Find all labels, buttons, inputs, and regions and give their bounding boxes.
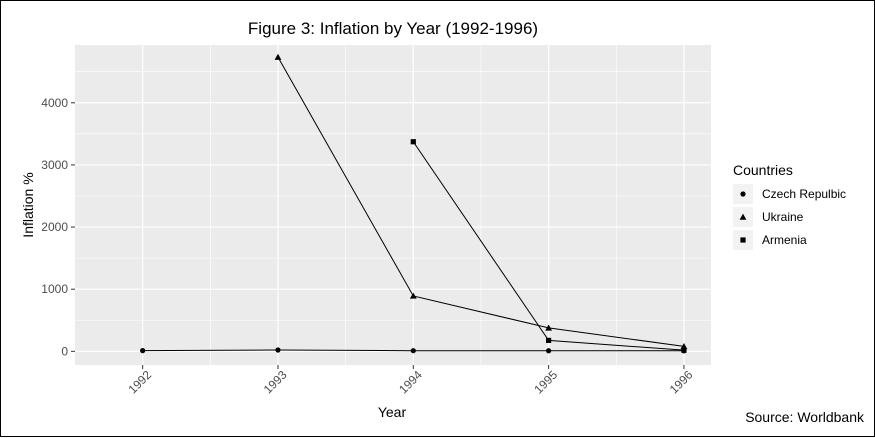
- x-tick-label: 1993: [261, 368, 290, 397]
- data-point-ukraine: [409, 292, 417, 299]
- minor-grid: [75, 45, 711, 365]
- legend-marker-ukraine: [739, 213, 747, 220]
- y-tick-label: 1000: [41, 282, 68, 296]
- data-point-ukraine: [680, 342, 688, 350]
- y-tick-label: 0: [61, 344, 68, 358]
- data-point-ukraine: [274, 53, 282, 60]
- source-note: Source: Worldbank: [745, 409, 865, 425]
- major-grid: [75, 45, 711, 365]
- legend-title: Countries: [733, 162, 793, 178]
- y-tick-label: 4000: [41, 96, 68, 110]
- series-layer: [140, 53, 688, 354]
- data-point-armenia: [410, 139, 416, 145]
- x-tick-label: 1996: [667, 368, 696, 397]
- plot-panel: [75, 45, 711, 365]
- series-ukraine: [274, 53, 688, 350]
- legend-marker-czech-repulbic: [740, 191, 746, 197]
- data-point-czech-repulbic: [546, 348, 552, 354]
- x-tick-label: 1995: [531, 368, 560, 397]
- series-czech-repulbic: [140, 347, 687, 354]
- data-point-armenia: [546, 337, 552, 343]
- chart-title: Figure 3: Inflation by Year (1992-1996): [248, 19, 538, 38]
- series-armenia: [410, 139, 687, 353]
- legend-label: Ukraine: [762, 210, 804, 224]
- y-tick-label: 3000: [41, 158, 68, 172]
- x-axis-title: Year: [378, 404, 407, 420]
- series-line-ukraine: [277, 56, 685, 347]
- legend-label: Czech Repulbic: [762, 187, 846, 201]
- x-tick-label: 1992: [125, 368, 154, 397]
- data-point-ukraine: [545, 324, 553, 331]
- y-axis-title: Inflation %: [20, 172, 36, 237]
- legend-items: Czech Repulbic Ukraine Armenia: [733, 184, 846, 250]
- legend-marker-armenia: [740, 237, 746, 243]
- data-point-czech-repulbic: [140, 348, 146, 354]
- data-point-czech-repulbic: [275, 347, 281, 353]
- legend: Countries Czech Repulbic Ukraine Armenia: [733, 162, 846, 250]
- x-tick-label: 1994: [396, 368, 425, 397]
- legend-item-armenia: Armenia: [733, 230, 807, 250]
- y-axis-ticks: 0 1000 2000 3000 4000: [41, 96, 75, 358]
- y-tick-label: 2000: [41, 220, 68, 234]
- x-axis-ticks: 1992 1993 1994 1995 1996: [125, 365, 696, 397]
- legend-item-czech-repulbic: Czech Repulbic: [733, 184, 846, 204]
- legend-label: Armenia: [762, 233, 807, 247]
- data-point-czech-repulbic: [410, 348, 416, 354]
- legend-item-ukraine: Ukraine: [733, 207, 804, 227]
- data-point-armenia: [681, 347, 687, 353]
